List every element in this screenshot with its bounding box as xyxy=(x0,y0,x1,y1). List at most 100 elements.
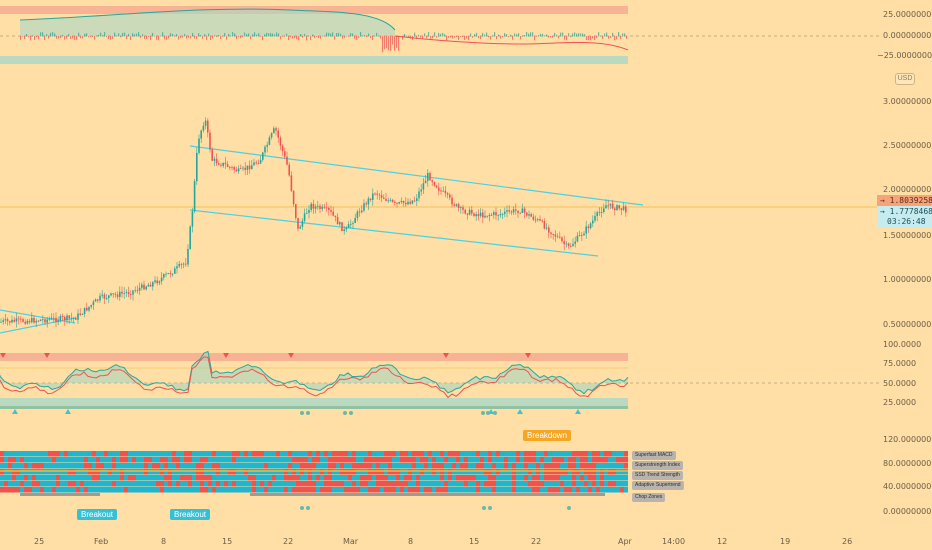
candle-body xyxy=(167,273,169,274)
heatmap-cell xyxy=(336,457,340,463)
heatmap-cell xyxy=(140,457,144,463)
heatmap-cell xyxy=(604,451,608,457)
heatmap-cell xyxy=(204,451,208,457)
heatmap-cell xyxy=(264,475,268,481)
candle-body xyxy=(383,197,385,199)
heatmap-cell xyxy=(388,463,392,469)
heatmap-cell xyxy=(556,475,560,481)
heatmap-cell xyxy=(96,451,100,457)
indicator-label-chop-zones[interactable]: Chop Zones xyxy=(632,493,666,502)
histogram-bar xyxy=(94,36,96,40)
heatmap-cell xyxy=(336,487,340,493)
heatmap-cell xyxy=(88,451,92,457)
heatmap-cell xyxy=(540,475,544,481)
heatmap-cell xyxy=(560,457,564,463)
heatmap-cell xyxy=(48,487,52,493)
candle-body xyxy=(112,293,114,295)
sell-triangle xyxy=(525,353,531,358)
heatmap-cell xyxy=(180,475,184,481)
histogram-bar xyxy=(392,36,394,45)
mid-band-teal xyxy=(0,398,628,406)
candle-body xyxy=(218,163,220,165)
heatmap-cell xyxy=(436,487,440,493)
heatmap-cell xyxy=(144,481,148,487)
heatmap-cell xyxy=(120,475,124,481)
heatmap-cell xyxy=(204,487,208,493)
heatmap-cell xyxy=(296,451,300,457)
heatmap-cell xyxy=(196,487,200,493)
indicator-label-ssd-trend-strength[interactable]: SSD Trend Strength xyxy=(632,471,683,480)
candle-body xyxy=(429,172,431,181)
upper-price-arrow: → xyxy=(880,196,890,205)
heatmap-cell xyxy=(412,463,416,469)
heatmap-cell xyxy=(244,451,248,457)
candle-body xyxy=(572,243,574,247)
histogram-bar xyxy=(64,36,66,40)
heatmap-cell xyxy=(100,451,104,457)
heatmap-cell xyxy=(136,457,140,463)
heatmap-cell xyxy=(336,451,340,457)
heatmap-cell xyxy=(12,475,16,481)
heatmap-cell xyxy=(232,463,236,469)
histogram-bar xyxy=(330,33,332,37)
histogram-bar xyxy=(164,36,166,40)
breakout-badge-1: Breakout xyxy=(77,509,118,520)
heatmap-cell xyxy=(576,463,580,469)
heatmap-cell xyxy=(568,487,572,493)
heatmap-cell xyxy=(328,487,332,493)
currency-badge[interactable]: USD xyxy=(895,73,915,85)
heatmap-cell xyxy=(472,487,476,493)
histogram-bar xyxy=(104,32,106,37)
histogram-bar xyxy=(206,36,208,40)
heatmap-cell xyxy=(184,481,188,487)
histogram-bar xyxy=(200,35,202,37)
heatmap-cell xyxy=(48,481,52,487)
histogram-bar xyxy=(612,32,614,37)
heatmap-cell xyxy=(68,463,72,469)
candle-body xyxy=(350,223,352,225)
heatmap-cell xyxy=(16,481,20,487)
mid-line-teal xyxy=(0,350,629,395)
indicator-label-adaptive-supertrend[interactable]: Adaptive Supertrend xyxy=(632,481,684,490)
histogram-bar xyxy=(178,36,180,40)
heatmap-cell xyxy=(580,475,584,481)
heatmap-cell xyxy=(232,481,236,487)
heatmap-cell xyxy=(476,475,480,481)
histogram-bar xyxy=(242,36,244,38)
bottom-signal-dot xyxy=(300,506,304,510)
histogram-bar xyxy=(410,36,412,39)
candle-body xyxy=(545,227,548,229)
histogram-bar xyxy=(600,35,602,37)
heatmap-cell xyxy=(4,487,8,493)
heatmap-cell xyxy=(360,487,364,493)
indicator-label-superfast-macd[interactable]: Superfast MACD xyxy=(632,451,676,460)
candle-body xyxy=(13,319,15,322)
heatmap-cell xyxy=(376,451,380,457)
histogram-bar xyxy=(136,33,138,37)
indicator-label-superstrength-index[interactable]: Superstrength Index xyxy=(632,461,684,470)
heatmap-cell xyxy=(180,481,184,487)
heatmap-cell xyxy=(592,463,596,469)
histogram-bar xyxy=(548,36,550,38)
histogram-bar xyxy=(426,36,428,39)
histogram-bar xyxy=(350,33,352,37)
heatmap-cell xyxy=(40,463,44,469)
heatmap-cell xyxy=(224,475,228,481)
heatmap-cell xyxy=(248,457,252,463)
histogram-bar xyxy=(272,33,274,37)
histogram-bar xyxy=(216,36,218,37)
heatmap-cell xyxy=(596,463,600,469)
heatmap-cell xyxy=(472,463,476,469)
histogram-bar xyxy=(574,32,576,37)
histogram-bar xyxy=(218,34,220,37)
candle-body xyxy=(53,317,55,319)
histogram-bar xyxy=(322,35,324,37)
histogram-bar xyxy=(90,36,92,37)
histogram-bar xyxy=(58,36,60,39)
heatmap-cell xyxy=(440,463,444,469)
histogram-bar xyxy=(280,36,282,40)
heatmap-cell xyxy=(228,475,232,481)
candle-body xyxy=(589,223,592,229)
